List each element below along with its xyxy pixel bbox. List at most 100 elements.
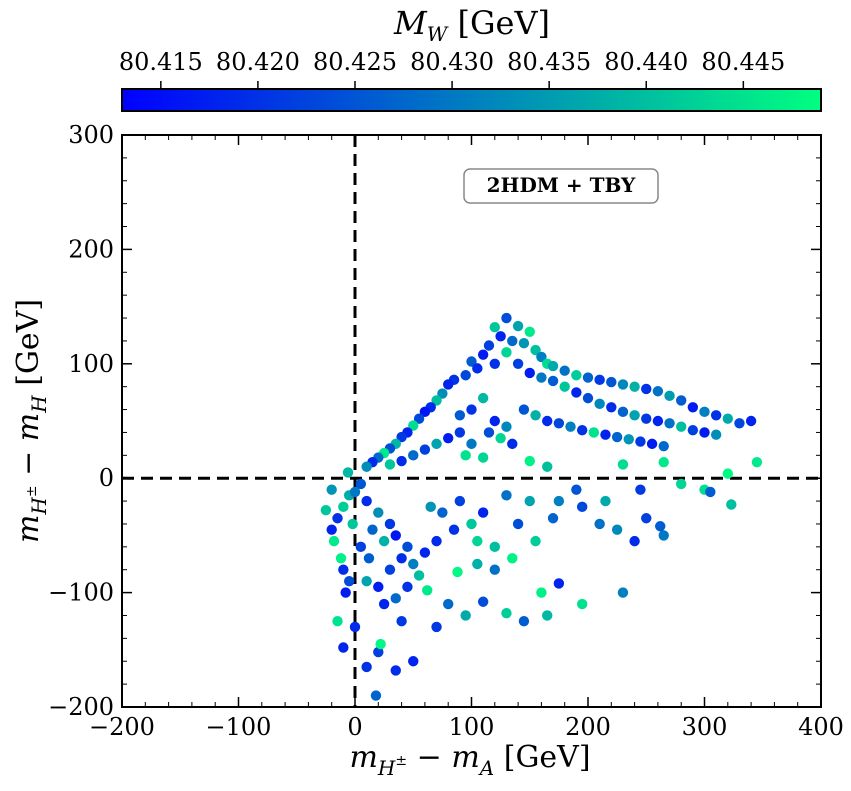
scatter-point — [530, 410, 541, 421]
colorbar-tick-label: 80.430 — [410, 48, 494, 76]
scatter-point — [664, 418, 675, 429]
scatter-point — [338, 564, 349, 575]
scatter-point — [501, 421, 512, 432]
x-axis-label: mH± − mA [GeV] — [349, 740, 590, 780]
scatter-point — [340, 587, 351, 598]
scatter-point — [326, 524, 337, 535]
scatter-point — [547, 513, 559, 524]
scatter-point — [328, 535, 340, 547]
scatter-point — [501, 347, 512, 358]
scatter-point — [629, 410, 640, 421]
scatter-point — [472, 558, 483, 570]
scatter-point — [611, 431, 623, 443]
scatter-point — [373, 507, 384, 518]
scatter-point — [363, 553, 375, 564]
scatter-point — [641, 413, 652, 424]
scatter-point — [518, 404, 530, 415]
scatter-point — [425, 501, 436, 512]
scatter-point — [512, 358, 524, 369]
scatter-point — [705, 486, 716, 498]
scatter-points — [320, 312, 763, 701]
colorbar-tick-label: 80.435 — [507, 48, 591, 76]
scatter-point — [408, 656, 419, 667]
scatter-point — [408, 420, 419, 431]
scatter-point — [460, 450, 471, 461]
scatter-point — [402, 581, 413, 593]
scatter-point — [512, 518, 524, 530]
scatter-point — [722, 468, 733, 479]
scatter-point — [390, 665, 401, 676]
scatter-point — [375, 638, 386, 650]
scatter-point — [726, 499, 737, 510]
scatter-point — [443, 379, 454, 390]
scatter-point — [635, 436, 646, 447]
scatter-point — [571, 387, 582, 398]
scatter-point — [489, 321, 500, 333]
scatter-point — [745, 415, 757, 427]
scatter-point — [326, 484, 337, 495]
scatter-point — [571, 484, 582, 495]
scatter-point — [413, 413, 425, 424]
scatter-point — [361, 495, 372, 507]
scatter-point — [576, 424, 588, 436]
scatter-point — [466, 438, 477, 450]
y-tick-label: 0 — [99, 464, 114, 492]
scatter-point — [361, 575, 372, 587]
scatter-point — [367, 524, 378, 535]
x-axis-ticks: −200 −100 0 100 200 300 400 — [89, 135, 844, 741]
colorbar-tick-label: 80.445 — [701, 48, 785, 76]
colorbar-tick-label: 80.440 — [604, 48, 688, 76]
y-tick-label: −100 — [48, 579, 114, 607]
scatter-point — [524, 495, 535, 507]
scatter-point — [559, 381, 570, 392]
scatter-point — [565, 421, 576, 432]
scatter-point — [343, 575, 355, 587]
scatter-point — [396, 431, 407, 443]
scatter-point — [676, 478, 687, 490]
scatter-point — [676, 421, 687, 432]
scatter-point — [501, 312, 512, 324]
scatter-point — [408, 558, 419, 570]
scatter-point — [507, 438, 518, 450]
scatter-point — [542, 415, 553, 427]
scatter-point — [547, 360, 559, 372]
y-tick-label: 100 — [68, 350, 114, 378]
colorbar-ticks: 80.415 80.420 80.425 80.430 80.435 80.440 80.4… — [119, 48, 785, 89]
scatter-point — [751, 456, 763, 468]
scatter-point — [641, 383, 652, 395]
scatter-point — [501, 607, 512, 619]
scatter-point — [489, 541, 500, 553]
scatter-point — [477, 452, 489, 463]
scatter-point — [530, 344, 541, 356]
scatter-point — [734, 418, 745, 429]
scatter-point — [559, 365, 570, 376]
x-tick-label: 100 — [449, 713, 495, 741]
scatter-point — [443, 598, 454, 610]
scatter-point — [437, 507, 448, 518]
scatter-point — [617, 406, 629, 418]
scatter-point — [699, 406, 710, 418]
scatter-point — [349, 621, 361, 633]
scatter-point — [355, 478, 367, 490]
scatter-point — [489, 415, 500, 427]
scatter-point — [606, 376, 617, 388]
scatter-point — [507, 335, 518, 347]
scatter-point — [536, 587, 547, 598]
scatter-point — [419, 444, 431, 455]
scatter-point — [687, 402, 699, 413]
scatter-point — [452, 566, 463, 578]
scatter-point — [477, 349, 489, 360]
scatter-point — [652, 386, 664, 397]
scatter-point — [338, 501, 349, 512]
scatter-point — [477, 596, 489, 607]
scatter-point — [361, 461, 372, 472]
scatter-point — [646, 438, 658, 450]
scatter-point — [524, 367, 535, 379]
scatter-point — [524, 326, 535, 337]
scatter-point — [408, 450, 419, 461]
scatter-point — [466, 404, 477, 415]
scatter-point — [594, 374, 605, 386]
x-tick-label: 200 — [565, 713, 611, 741]
scatter-point — [320, 505, 332, 516]
scatter-point — [722, 413, 733, 424]
